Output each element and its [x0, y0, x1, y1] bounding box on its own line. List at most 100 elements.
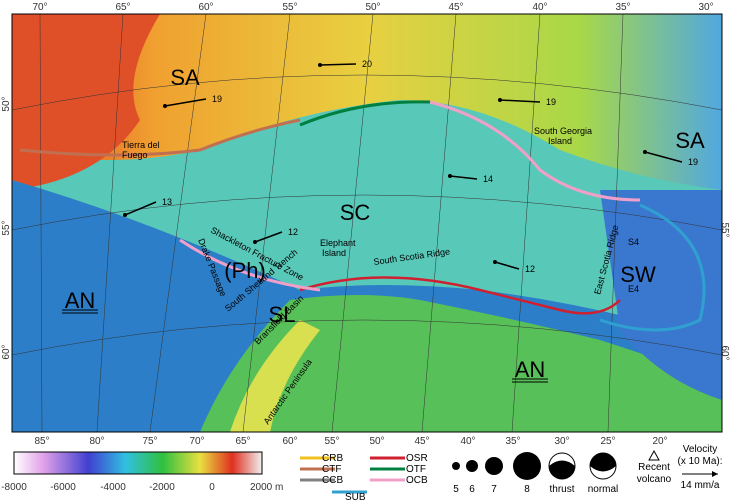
- bottom-lon-label: 65°: [235, 436, 250, 447]
- boundary-swatches: [300, 456, 405, 494]
- bottom-lon-label: 60°: [282, 436, 297, 447]
- bottom-lon-label: 25°: [600, 436, 615, 447]
- bottom-lon-label: 75°: [142, 436, 157, 447]
- velocity-label: 13: [162, 197, 172, 207]
- top-lon-label: 40°: [532, 2, 547, 13]
- bottom-lon-label: 85°: [34, 436, 49, 447]
- bottom-lon-label: 50°: [369, 436, 384, 447]
- place-label: Island: [322, 248, 346, 258]
- top-lon-label: 50°: [365, 2, 380, 13]
- volcano-label: volcano: [637, 474, 672, 485]
- boundary-label: OTF: [406, 464, 426, 475]
- antarctic-shelf: [200, 295, 722, 432]
- peninsula: [230, 320, 320, 432]
- boundary-label: SUB: [345, 492, 366, 502]
- plate-label: AN: [65, 288, 96, 313]
- place-label: Tierra del: [122, 140, 160, 150]
- shelf: [12, 14, 722, 190]
- arrowhead: [253, 240, 257, 244]
- magnitude-label: 5: [453, 484, 459, 495]
- left-lat-label: 55°: [1, 220, 12, 235]
- bottom-lon-label: 45°: [414, 436, 429, 447]
- boundary-label: CRB: [322, 453, 343, 464]
- top-lon-label: 65°: [115, 2, 130, 13]
- bottom-lon-label: 55°: [324, 436, 339, 447]
- velocity-label: 19: [212, 94, 222, 104]
- colorbar-tick: -4000: [100, 482, 126, 493]
- colorbar: [13, 451, 263, 475]
- top-lon-label: 45°: [448, 2, 463, 13]
- colorbar-tick: -8000: [1, 482, 27, 493]
- colorbar-tick: -2000: [149, 482, 175, 493]
- sub-boundary: [599, 203, 706, 332]
- top-lon-label: 55°: [282, 2, 297, 13]
- top-lon-label: 30°: [698, 2, 713, 13]
- velocity-label: 14: [483, 174, 493, 184]
- velocity-legend: (x 10 Ma):: [677, 456, 722, 467]
- velocity-arrow: [124, 201, 157, 216]
- mechanism-label: normal: [588, 484, 619, 495]
- arrowhead: [493, 260, 497, 264]
- magnitude-label: 8: [524, 484, 530, 495]
- mechanism-label: thrust: [549, 484, 574, 495]
- velocity-arrow: [499, 99, 541, 103]
- otf-boundary: [299, 100, 431, 127]
- velocity-arrow: [254, 231, 283, 243]
- top-lon-label: 35°: [615, 2, 630, 13]
- place-label: Fuego: [122, 150, 148, 160]
- magnitude-label: 7: [491, 484, 497, 495]
- boundary-label: OSR: [406, 453, 428, 464]
- velocity-arrow: [644, 151, 683, 163]
- arrowhead: [498, 98, 502, 102]
- velocity-label: 20: [362, 59, 372, 69]
- volcano-symbol: [648, 449, 660, 461]
- shackleton: [179, 238, 321, 292]
- colorbar-tick: 2000 m: [250, 482, 283, 493]
- plate-label: SA: [170, 65, 200, 90]
- plate-label: SL: [269, 302, 296, 327]
- boundary-label: CTF: [322, 464, 341, 475]
- velocity-legend: Velocity: [683, 444, 717, 455]
- ctf-boundary: [19, 118, 301, 157]
- arrowhead: [448, 174, 452, 178]
- arrowhead: [643, 150, 647, 154]
- plate-label: (Ph): [224, 258, 266, 283]
- place-label: S4: [628, 237, 639, 247]
- arrowhead: [712, 471, 718, 477]
- velocity-label: 19: [688, 157, 698, 167]
- plate-label: SW: [620, 262, 656, 287]
- bottom-lon-label: 35°: [505, 436, 520, 447]
- velocity-arrow: [449, 175, 478, 180]
- place-label: South Georgia: [534, 126, 592, 136]
- map-area: [12, 14, 722, 432]
- top-lon-label: 70°: [32, 2, 47, 13]
- bottom-lon-label: 40°: [460, 436, 475, 447]
- left-lat-label: 60°: [1, 344, 12, 359]
- graticule: [12, 14, 722, 432]
- velocity-arrow: [494, 261, 520, 270]
- bottom-lon-label: 80°: [89, 436, 104, 447]
- arrowhead: [163, 104, 167, 108]
- boundary-label: CCB: [322, 475, 343, 486]
- velocity-legend: 14 mm/a: [681, 480, 720, 491]
- magnitude-symbols: [452, 452, 541, 480]
- south-america: [12, 14, 160, 190]
- left-lat-label: 50°: [1, 96, 12, 111]
- colorbar-tick: 0: [209, 482, 215, 493]
- ocb-boundary: [429, 100, 641, 202]
- velocity-arrow: [319, 63, 357, 66]
- bottom-lon-label: 70°: [189, 436, 204, 447]
- velocity-label: 19: [546, 97, 556, 107]
- mechanism-symbols: [548, 452, 617, 480]
- plate-label: AN: [515, 357, 546, 382]
- top-lon-label: 60°: [198, 2, 213, 13]
- plate-label: SC: [340, 200, 371, 225]
- osr-boundary: [299, 276, 621, 315]
- plate-label: SA: [675, 128, 705, 153]
- bottom-lon-label: 20°: [652, 436, 667, 447]
- boundary-label: OCB: [406, 475, 428, 486]
- bottom-lon-label: 30°: [554, 436, 569, 447]
- right-lat-label: 60°: [719, 345, 730, 360]
- map-frame: [11, 13, 723, 433]
